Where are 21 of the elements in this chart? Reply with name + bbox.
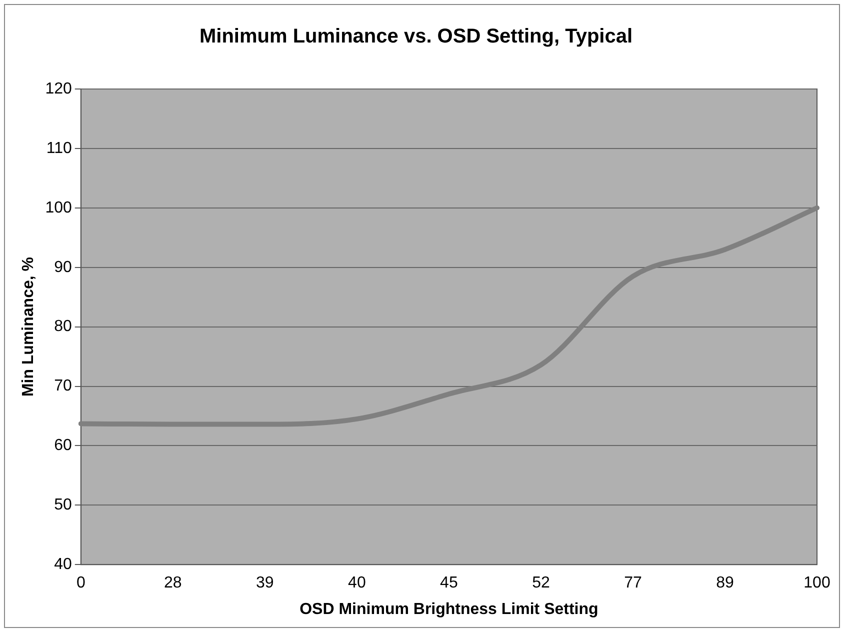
x-axis-title: OSD Minimum Brightness Limit Setting bbox=[300, 600, 598, 618]
x-tick-label: 0 bbox=[76, 574, 86, 592]
y-tick-label: 80 bbox=[54, 318, 72, 336]
y-tick-label: 110 bbox=[46, 140, 72, 157]
y-tick-label: 40 bbox=[54, 556, 72, 574]
x-tick-label: 89 bbox=[716, 574, 734, 592]
y-tick-label: 120 bbox=[45, 80, 72, 98]
y-tick-label: 60 bbox=[54, 437, 72, 454]
y-tick-label: 70 bbox=[54, 378, 72, 395]
x-tick-label: 52 bbox=[532, 574, 550, 592]
y-tick-label: 90 bbox=[54, 258, 72, 276]
x-tick-label: 100 bbox=[804, 574, 830, 592]
x-tick-label: 45 bbox=[440, 574, 458, 592]
y-tick-label: 50 bbox=[54, 496, 72, 514]
y-tick-label: 100 bbox=[45, 199, 72, 216]
y-axis-title: Min Luminance, % bbox=[20, 257, 38, 397]
x-tick-label: 28 bbox=[164, 574, 182, 592]
x-tick-label: 77 bbox=[624, 574, 642, 592]
x-tick-label: 40 bbox=[348, 574, 366, 592]
chart-title: Minimum Luminance vs. OSD Setting, Typical bbox=[199, 26, 633, 48]
x-tick-label: 39 bbox=[256, 574, 274, 592]
